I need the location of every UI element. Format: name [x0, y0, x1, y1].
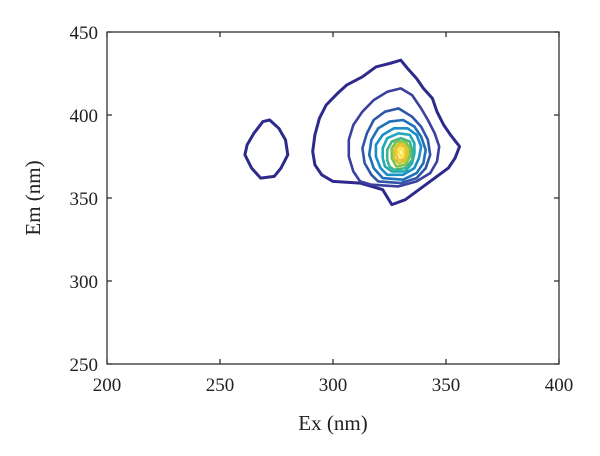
contour-level-6-6 [381, 132, 416, 173]
y-tick-label-400: 400 [70, 106, 99, 127]
y-axis-label: Em (nm) [21, 160, 45, 235]
contour-lines [243, 58, 462, 207]
contour-level-2-2 [347, 87, 441, 188]
contour-level-1-0 [243, 118, 290, 180]
y-tick-label-350: 350 [70, 189, 99, 210]
x-tick-label-250: 250 [206, 375, 235, 396]
y-tick-label-300: 300 [70, 272, 99, 293]
contour-level-5-5 [374, 127, 423, 177]
y-tick-label-250: 250 [70, 355, 99, 376]
contour-level-4-4 [367, 118, 427, 181]
x-tick-label-350: 350 [432, 375, 461, 396]
plot-frame [106, 31, 560, 365]
contour-level-3-3 [361, 107, 432, 185]
x-tick-label-400: 400 [545, 375, 574, 396]
contour-level-9-9 [392, 141, 409, 165]
contour-level-8-8 [390, 140, 412, 168]
x-tick-label-300: 300 [319, 375, 348, 396]
x-axis-label: Ex (nm) [298, 411, 367, 435]
y-tick-label-450: 450 [70, 23, 99, 44]
x-tick-label-200: 200 [93, 375, 122, 396]
contour-level-1-1 [311, 58, 462, 207]
contour-level-7-7 [385, 136, 414, 172]
contour-level-11-11 [397, 146, 405, 158]
contour-level-10-10 [395, 143, 407, 162]
